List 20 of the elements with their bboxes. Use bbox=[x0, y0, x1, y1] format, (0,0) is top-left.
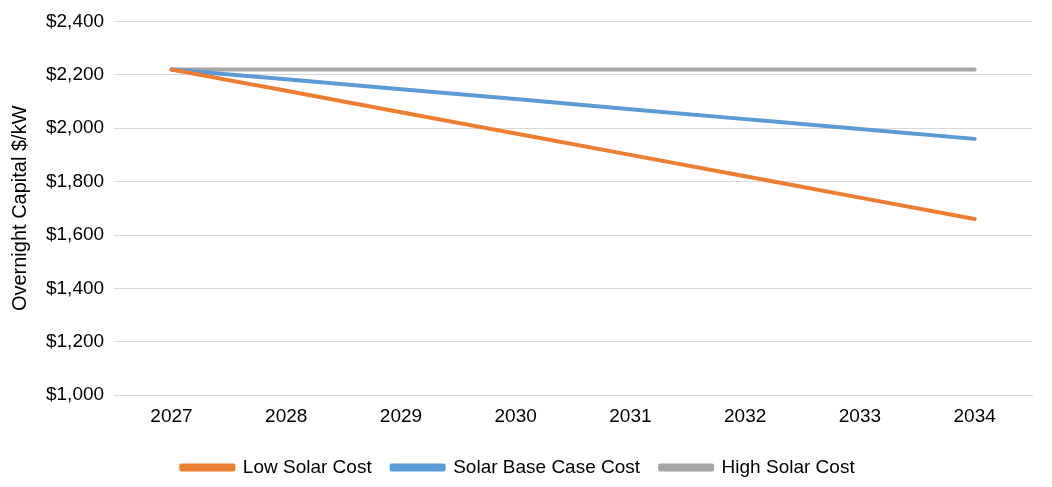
x-tick-label: 2027 bbox=[150, 404, 193, 426]
y-tick-label: $2,000 bbox=[45, 116, 105, 138]
legend-label: High Solar Cost bbox=[721, 455, 856, 477]
x-tick-label: 2029 bbox=[379, 404, 423, 426]
x-tick-label: 2032 bbox=[724, 404, 767, 426]
y-tick-label: $1,400 bbox=[45, 276, 105, 298]
y-tick-label: $1,200 bbox=[45, 330, 105, 352]
legend-label: Low Solar Cost bbox=[242, 455, 373, 477]
y-tick-label: $1,800 bbox=[45, 169, 105, 191]
y-tick-label: $2,200 bbox=[45, 63, 105, 85]
y-tick-label: $2,400 bbox=[45, 9, 105, 31]
x-tick-label: 2034 bbox=[953, 404, 997, 426]
legend-label: Solar Base Case Cost bbox=[453, 455, 641, 477]
x-tick-label: 2031 bbox=[609, 404, 652, 426]
y-tick-label: $1,600 bbox=[45, 223, 105, 245]
y-tick-label: $1,000 bbox=[45, 383, 105, 405]
y-axis-title: Overnight Capital $/kW bbox=[7, 105, 30, 312]
x-tick-label: 2033 bbox=[838, 404, 882, 426]
x-tick-label: 2030 bbox=[494, 404, 537, 426]
x-tick-label: 2028 bbox=[265, 404, 308, 426]
